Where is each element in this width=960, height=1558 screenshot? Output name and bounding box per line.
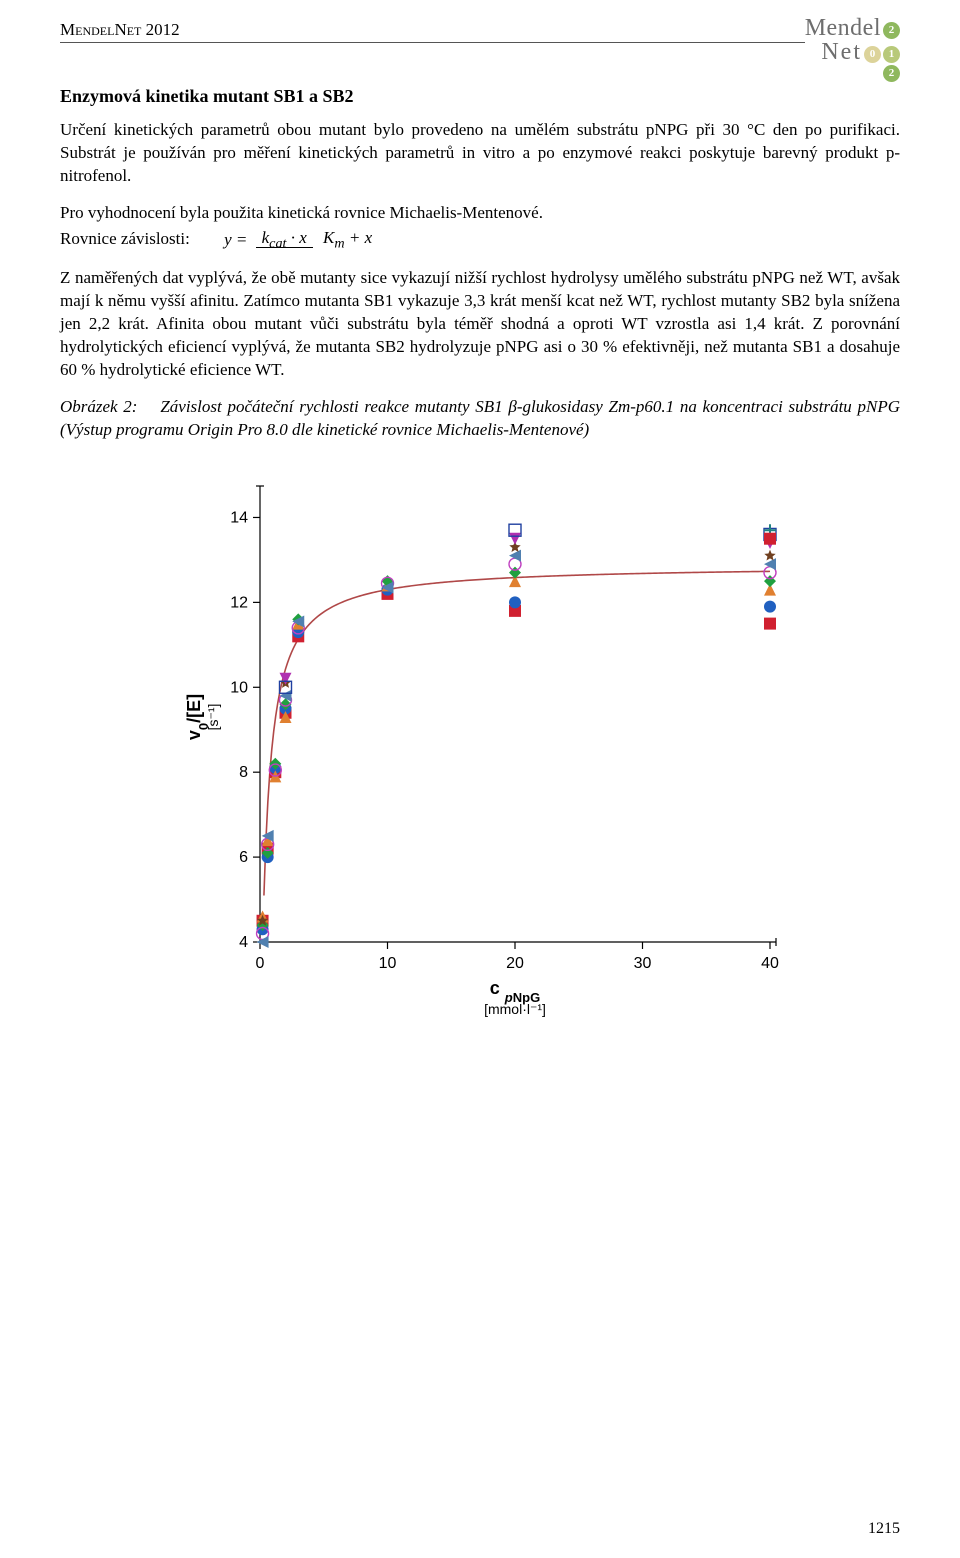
svg-text:40: 40 bbox=[761, 955, 779, 972]
equation-denominator: Km + x bbox=[317, 228, 378, 247]
paragraph-3: Z naměřených dat vyplývá, že obě mutanty… bbox=[60, 267, 900, 382]
svg-text:12: 12 bbox=[230, 594, 248, 611]
figure-caption: Obrázek 2: Závislost počáteční rychlosti… bbox=[60, 396, 900, 442]
badge-0-icon: 0 bbox=[864, 46, 881, 63]
svg-text:20: 20 bbox=[506, 955, 524, 972]
svg-text:6: 6 bbox=[239, 849, 248, 866]
figure-caption-body: Závislost počáteční rychlosti reakce mut… bbox=[60, 397, 900, 439]
svg-text:8: 8 bbox=[239, 764, 248, 781]
logo: Mendel2 Net01 2 bbox=[805, 16, 900, 82]
page-number: 1215 bbox=[868, 1520, 900, 1538]
paragraph-2: Pro vyhodnocení byla použita kinetická r… bbox=[60, 202, 900, 225]
svg-text:14: 14 bbox=[230, 509, 248, 526]
badge-2b-icon: 2 bbox=[883, 65, 900, 82]
equation: y = kcat · x Km + x bbox=[224, 227, 378, 254]
paragraph-1: Určení kinetických parametrů obou mutant… bbox=[60, 119, 900, 188]
equation-label: Rovnice závislosti: bbox=[60, 229, 190, 248]
svg-text:[mmol·l⁻¹]: [mmol·l⁻¹] bbox=[484, 1001, 546, 1017]
badge-1-icon: 1 bbox=[883, 46, 900, 63]
equation-numerator: kcat · x bbox=[256, 228, 313, 248]
svg-text:[s⁻¹]: [s⁻¹] bbox=[205, 703, 221, 730]
equation-lhs: y = bbox=[224, 230, 247, 249]
running-head: MendelNet 2012 bbox=[60, 20, 805, 43]
badge-2a-icon: 2 bbox=[883, 22, 900, 39]
logo-line1: Mendel bbox=[805, 15, 881, 41]
svg-text:10: 10 bbox=[379, 955, 397, 972]
kinetics-chart: 468101214010203040v0/[E][s⁻¹]c pNpG[mmol… bbox=[160, 472, 800, 1032]
svg-text:4: 4 bbox=[239, 934, 248, 951]
svg-text:10: 10 bbox=[230, 679, 248, 696]
figure-caption-prefix: Obrázek 2: bbox=[60, 397, 137, 416]
svg-text:0: 0 bbox=[256, 955, 265, 972]
svg-text:30: 30 bbox=[634, 955, 652, 972]
section-heading: Enzymová kinetika mutant SB1 a SB2 bbox=[60, 86, 900, 107]
logo-line2: Net bbox=[821, 39, 862, 65]
